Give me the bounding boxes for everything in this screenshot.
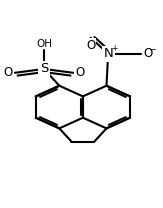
Text: O: O	[76, 66, 85, 79]
Text: +: +	[111, 44, 117, 53]
Text: O: O	[144, 47, 153, 60]
Text: −: −	[148, 45, 155, 53]
Text: O: O	[86, 38, 95, 52]
Text: S: S	[40, 62, 48, 76]
Text: OH: OH	[36, 39, 52, 49]
Text: N: N	[103, 47, 113, 60]
Text: O: O	[3, 66, 13, 79]
